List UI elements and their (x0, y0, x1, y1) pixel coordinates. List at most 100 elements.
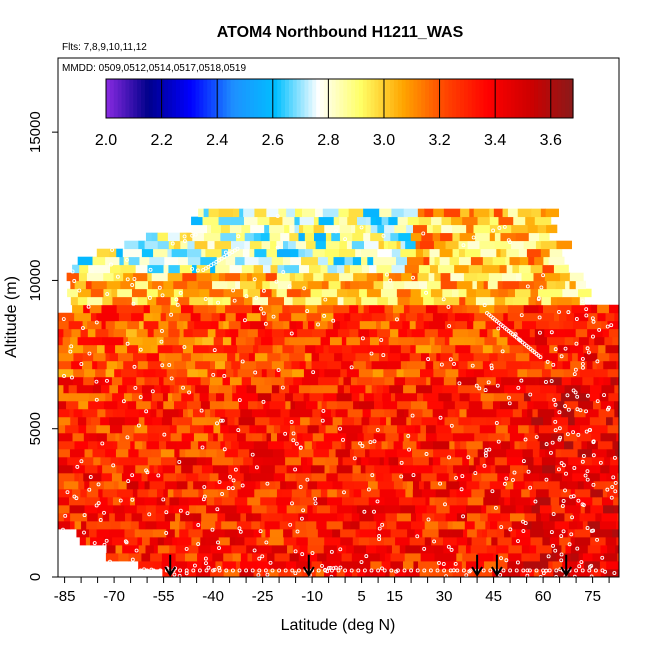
sample-point (564, 471, 568, 476)
heatmap-cell (158, 440, 167, 450)
heatmap-cell (311, 360, 328, 370)
sample-point (452, 361, 456, 366)
heatmap-cell (116, 304, 133, 314)
heatmap-cell (537, 224, 547, 234)
heatmap-cell (334, 352, 343, 362)
heatmap-cell (178, 336, 196, 346)
heatmap-cell (217, 432, 224, 442)
sample-point (231, 288, 236, 293)
heatmap-cell (598, 344, 606, 354)
heatmap-cell (223, 480, 234, 490)
heatmap-cell (530, 392, 547, 402)
heatmap-cell (378, 568, 386, 577)
heatmap-cell (240, 280, 257, 290)
sample-point (453, 561, 458, 566)
heatmap-cell (519, 256, 529, 266)
heatmap-cell (577, 480, 585, 490)
heatmap-cell (229, 224, 242, 234)
heatmap-cell (237, 368, 255, 378)
heatmap-cell (225, 328, 231, 338)
colorbar-segment (195, 79, 200, 118)
heatmap-cell (359, 512, 375, 522)
heatmap-cell (211, 272, 220, 282)
heatmap-cell (192, 264, 197, 274)
heatmap-cell (511, 240, 525, 250)
sample-point (368, 440, 373, 445)
heatmap-cell (264, 328, 273, 338)
heatmap-cell (496, 544, 509, 554)
heatmap-cell (153, 464, 159, 474)
sample-point (521, 568, 526, 573)
heatmap-cell (492, 368, 509, 378)
heatmap-cell (396, 424, 406, 434)
heatmap-cell (305, 552, 318, 562)
heatmap-cell (597, 304, 610, 314)
heatmap-cell (548, 352, 559, 362)
heatmap-cell (178, 384, 192, 394)
heatmap-cell (210, 544, 217, 554)
sample-point (359, 225, 364, 230)
heatmap-cell (369, 536, 385, 546)
heatmap-cell (462, 528, 468, 538)
heatmap-cell (236, 232, 246, 242)
heatmap-cell (186, 568, 197, 577)
heatmap-cell (479, 480, 491, 490)
heatmap-cell (451, 424, 464, 434)
heatmap-cell (549, 512, 565, 522)
heatmap-cell (165, 496, 170, 506)
x-tick-label: -25 (252, 588, 274, 605)
heatmap-cell (147, 360, 162, 370)
heatmap-cell (408, 408, 423, 418)
heatmap-cell (199, 288, 210, 298)
heatmap-cell (363, 232, 371, 242)
heatmap-cell (272, 448, 285, 458)
heatmap-cell (337, 400, 354, 410)
heatmap-cell (534, 328, 545, 338)
colorbar-segment (106, 79, 111, 118)
heatmap-cell (225, 512, 241, 522)
heatmap-cell (570, 488, 576, 498)
heatmap-cell (92, 256, 106, 266)
heatmap-cell (271, 432, 278, 442)
heatmap-cell (245, 432, 253, 442)
heatmap-cell (446, 496, 458, 506)
heatmap-cell (548, 400, 557, 410)
heatmap-cell (546, 336, 560, 346)
heatmap-cell (479, 240, 496, 250)
heatmap-cell (167, 232, 181, 242)
colorbar-segment (417, 79, 422, 118)
heatmap-cell (561, 544, 566, 554)
sample-point (280, 385, 285, 390)
heatmap-cell (567, 424, 581, 434)
heatmap-cell (403, 304, 410, 314)
heatmap-cell (176, 480, 188, 490)
sample-point (82, 513, 87, 518)
heatmap-cell (341, 336, 347, 346)
heatmap-cell (200, 256, 218, 266)
heatmap-cell (292, 368, 305, 378)
heatmap-cell (488, 432, 506, 442)
sample-point (506, 238, 511, 243)
heatmap-cell (381, 440, 388, 450)
sample-point (574, 317, 579, 321)
heatmap-cell (173, 288, 184, 298)
heatmap-cell (135, 496, 145, 506)
heatmap-cell (200, 400, 211, 410)
heatmap-cell (507, 312, 524, 322)
heatmap-cell (268, 296, 285, 306)
heatmap-cell (550, 296, 558, 306)
sample-point (190, 266, 195, 271)
heatmap-cell (387, 352, 401, 362)
heatmap-cell (353, 480, 369, 490)
heatmap-cell (117, 400, 128, 410)
sample-point (341, 437, 345, 442)
sample-point (422, 546, 427, 551)
heatmap-cell (149, 480, 166, 490)
sample-point (138, 347, 143, 352)
heatmap-cell (102, 464, 117, 474)
sample-point (291, 431, 296, 436)
heatmap-cell (206, 440, 221, 450)
sample-points (61, 214, 618, 577)
heatmap-cell (383, 232, 391, 242)
heatmap-cell (355, 296, 362, 306)
